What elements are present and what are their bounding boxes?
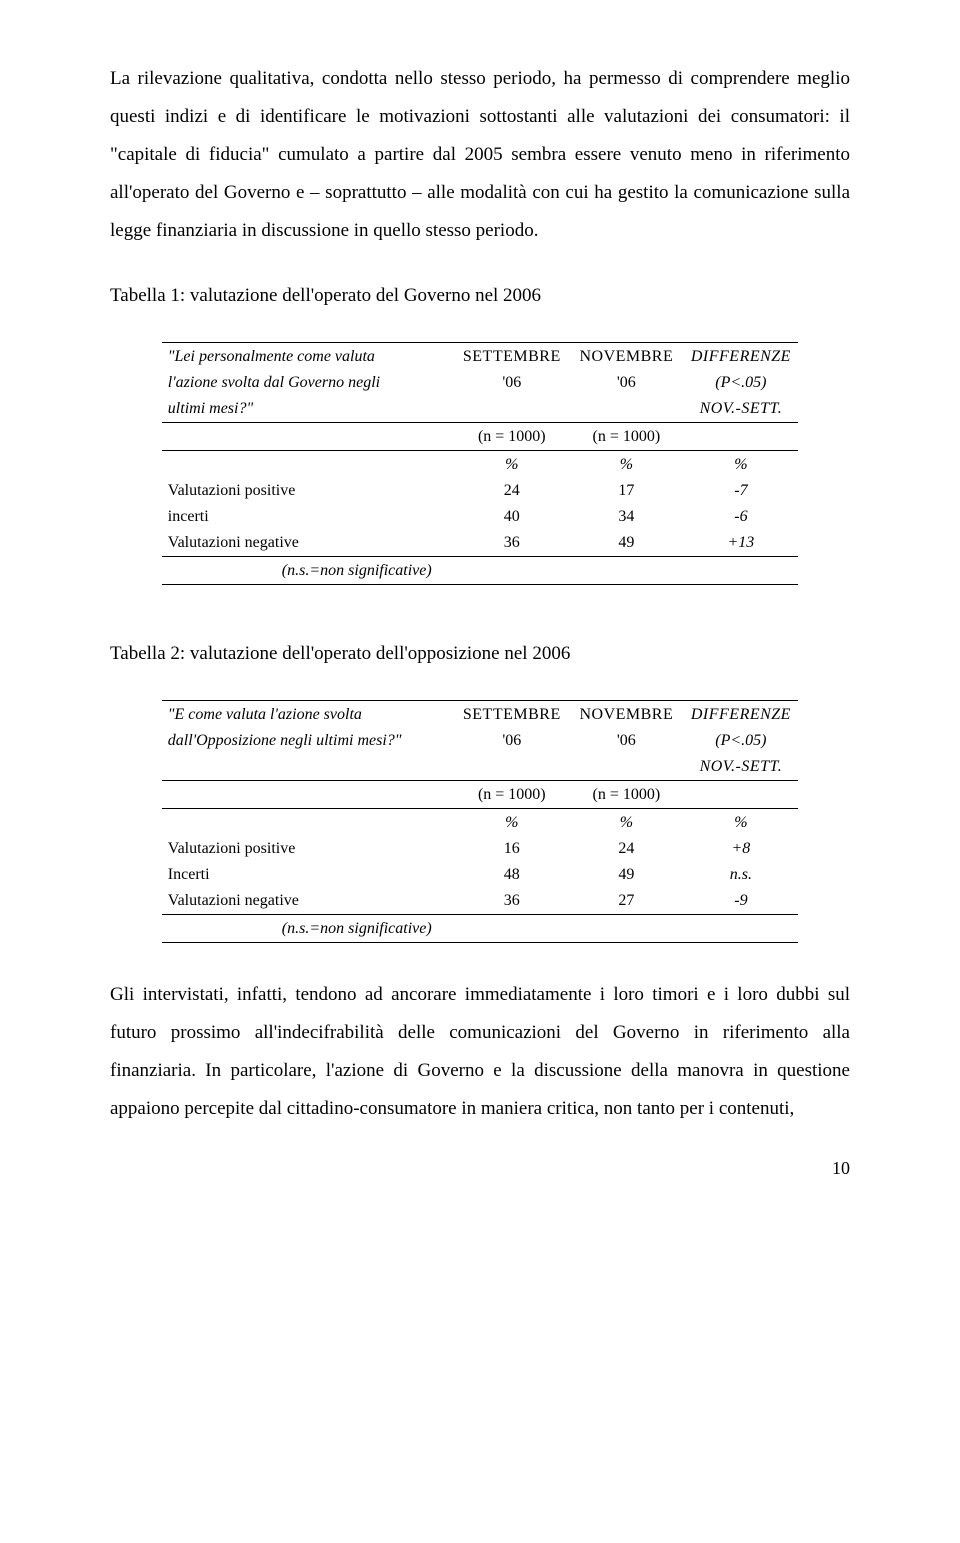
t2-period-note: NOV.-SETT.: [684, 754, 799, 781]
t1-col-06a: '06: [455, 370, 570, 396]
t1-pct-a: %: [455, 452, 570, 478]
t1-r0-b: 17: [569, 478, 684, 504]
t2-r1-a: 48: [455, 862, 570, 888]
paragraph-1: La rilevazione qualitativa, condotta nel…: [110, 60, 850, 250]
t2-col-06a: '06: [455, 728, 570, 754]
t1-r1-b: 34: [569, 504, 684, 530]
t1-question-line2: l'azione svolta dal Governo negli: [162, 370, 455, 396]
t2-n-b: (n = 1000): [569, 782, 684, 809]
t1-col-novembre: NOVEMBRE: [569, 344, 684, 370]
t1-r1-label: incerti: [162, 504, 455, 530]
t1-r2-label: Valutazioni negative: [162, 530, 455, 557]
t1-n-a: (n = 1000): [455, 424, 570, 451]
table-row: Valutazioni negative 36 49 +13: [162, 530, 798, 557]
t1-r2-b: 49: [569, 530, 684, 557]
page-number: 10: [110, 1158, 850, 1179]
paragraph-2: Gli intervistati, infatti, tendono ad an…: [110, 976, 850, 1128]
table-row: Valutazioni positive 16 24 +8: [162, 836, 798, 862]
t1-r1-d: -6: [684, 504, 799, 530]
t1-question-line1: "Lei personalmente come valuta: [162, 344, 455, 370]
t2-r1-label: Incerti: [162, 862, 455, 888]
t2-col-06b: '06: [569, 728, 684, 754]
t1-col-06b: '06: [569, 370, 684, 396]
t2-r2-label: Valutazioni negative: [162, 888, 455, 915]
page-root: La rilevazione qualitativa, condotta nel…: [0, 0, 960, 1219]
t2-r0-label: Valutazioni positive: [162, 836, 455, 862]
t2-r1-b: 49: [569, 862, 684, 888]
t2-r2-a: 36: [455, 888, 570, 915]
table1: "Lei personalmente come valuta SETTEMBRE…: [162, 342, 798, 586]
t1-pct-c: %: [684, 452, 799, 478]
t2-r1-d: n.s.: [684, 862, 799, 888]
table2: "E come valuta l'azione svolta SETTEMBRE…: [162, 700, 798, 944]
t2-pct-c: %: [684, 810, 799, 836]
t1-r0-a: 24: [455, 478, 570, 504]
t1-footnote: (n.s.=non significative): [162, 558, 455, 585]
t2-col-novembre: NOVEMBRE: [569, 702, 684, 728]
t1-r0-d: -7: [684, 478, 799, 504]
t2-p-note: (P<.05): [684, 728, 799, 754]
t1-period-note: NOV.-SETT.: [684, 396, 799, 423]
table-row: Valutazioni positive 24 17 -7: [162, 478, 798, 504]
t1-pct-b: %: [569, 452, 684, 478]
t2-r2-d: -9: [684, 888, 799, 915]
table-row: Incerti 48 49 n.s.: [162, 862, 798, 888]
table2-caption: Tabella 2: valutazione dell'operato dell…: [110, 636, 850, 672]
t2-pct-b: %: [569, 810, 684, 836]
t1-col-settembre: SETTEMBRE: [455, 344, 570, 370]
t2-r2-b: 27: [569, 888, 684, 915]
t1-r2-a: 36: [455, 530, 570, 557]
t2-col-settembre: SETTEMBRE: [455, 702, 570, 728]
t2-footnote: (n.s.=non significative): [162, 916, 455, 943]
t2-r0-b: 24: [569, 836, 684, 862]
t2-question-line1: "E come valuta l'azione svolta: [162, 702, 455, 728]
t1-r2-d: +13: [684, 530, 799, 557]
t2-pct-a: %: [455, 810, 570, 836]
t1-col-differenze: DIFFERENZE: [684, 344, 799, 370]
table-row: Valutazioni negative 36 27 -9: [162, 888, 798, 915]
table-row: incerti 40 34 -6: [162, 504, 798, 530]
t2-col-differenze: DIFFERENZE: [684, 702, 799, 728]
t2-r0-d: +8: [684, 836, 799, 862]
t1-r0-label: Valutazioni positive: [162, 478, 455, 504]
t1-question-line3: ultimi mesi?": [162, 396, 455, 423]
t2-n-a: (n = 1000): [455, 782, 570, 809]
table1-caption: Tabella 1: valutazione dell'operato del …: [110, 278, 850, 314]
t1-r1-a: 40: [455, 504, 570, 530]
t2-r0-a: 16: [455, 836, 570, 862]
t1-p-note: (P<.05): [684, 370, 799, 396]
t2-question-line2: dall'Opposizione negli ultimi mesi?": [162, 728, 455, 754]
t1-n-b: (n = 1000): [569, 424, 684, 451]
